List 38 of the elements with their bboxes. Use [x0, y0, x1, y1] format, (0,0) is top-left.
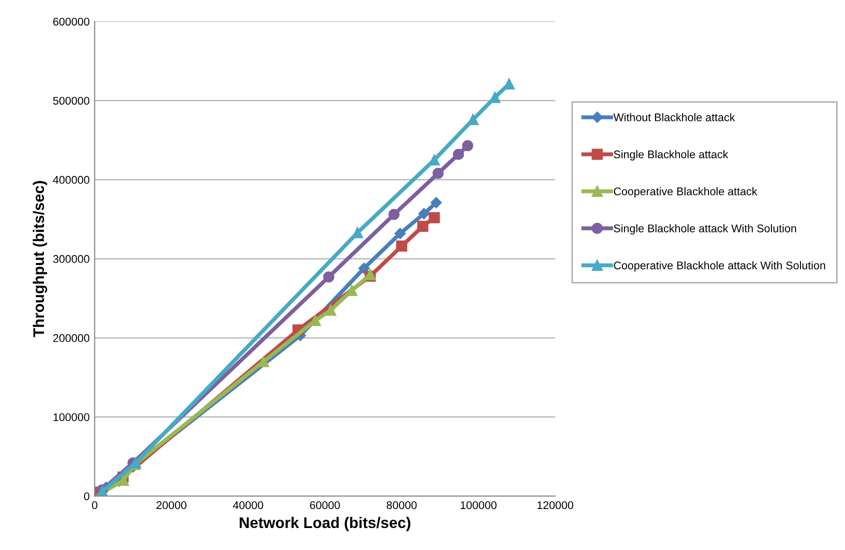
x-tick-label: 100000	[460, 501, 497, 510]
legend-label: Cooperative Blackhole attack	[614, 187, 758, 198]
x-tick-label: 20000	[156, 501, 186, 510]
y-tick-label: 500000	[53, 96, 90, 105]
y-tick-label: 100000	[54, 413, 90, 422]
point	[118, 474, 129, 486]
x-tick-label: 40000	[232, 501, 264, 510]
point	[323, 271, 334, 283]
x-tick-label: 80000	[386, 501, 417, 510]
legend-label: Without Blackhole attack	[613, 113, 736, 122]
y-tick-label: 300000	[53, 255, 90, 263]
x-tick-label: 0	[92, 501, 98, 510]
point	[428, 212, 440, 224]
x-tick-label: 120000	[537, 501, 574, 510]
point	[504, 78, 515, 90]
point	[467, 114, 479, 126]
y-tick-label: 0	[84, 492, 90, 500]
point	[432, 168, 444, 179]
x-axis-title: Network Load (bits/sec)	[240, 516, 410, 532]
y-tick-label: 600000	[53, 18, 90, 26]
y-axis-title: Throughput (bits/sec)	[32, 181, 48, 338]
point	[452, 148, 464, 160]
point	[394, 228, 406, 240]
y-tick-label: 200000	[53, 334, 90, 342]
point	[388, 208, 400, 220]
x-tick-label: 60000	[310, 501, 340, 510]
legend-label: Single Blackhole attack With Solution	[614, 224, 796, 235]
point	[325, 304, 336, 316]
legend-label: Single Blackhole attack	[614, 150, 728, 160]
y-tick-label: 400000	[52, 176, 90, 184]
point	[462, 140, 474, 152]
legend-label: Cooperative Blackhole attack With Solution	[614, 261, 826, 272]
point	[418, 208, 430, 220]
point	[417, 220, 428, 232]
point	[430, 197, 442, 208]
point	[396, 240, 408, 252]
point	[358, 262, 370, 274]
point	[428, 154, 440, 166]
